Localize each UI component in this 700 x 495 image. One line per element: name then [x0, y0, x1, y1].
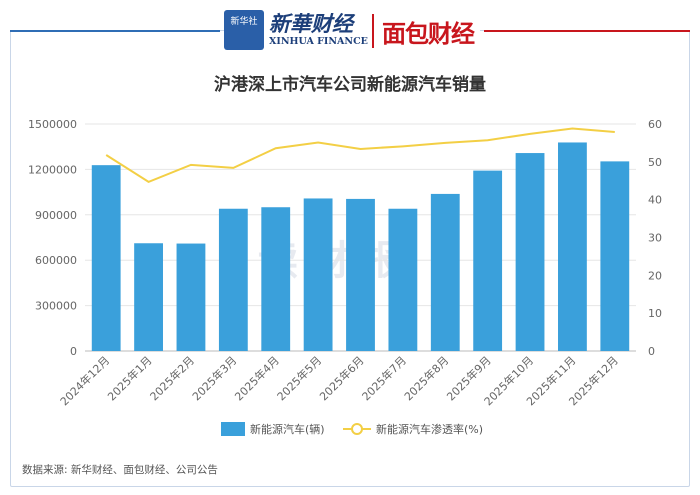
- y-right-tick-label: 40: [648, 194, 662, 207]
- x-tick-label: 2025年2月: [147, 353, 197, 403]
- header-rule-red: [484, 30, 690, 32]
- chart-title: 沪港深上市汽车公司新能源汽车销量: [214, 75, 486, 95]
- y-right-tick-label: 20: [648, 269, 662, 282]
- bar: [303, 198, 333, 351]
- bar: [558, 142, 587, 351]
- legend-bar-swatch: [221, 422, 245, 436]
- x-tick-label: 2025年4月: [232, 353, 282, 403]
- y-right-tick-label: 50: [648, 156, 662, 169]
- x-tick-label: 2025年3月: [189, 353, 239, 403]
- xinhua-news-logo: 新华社: [224, 10, 264, 50]
- bar: [134, 243, 163, 351]
- legend-line-label: 新能源汽车渗透率(%): [376, 422, 483, 436]
- x-tick-label: 2025年1月: [104, 353, 154, 403]
- bar: [388, 208, 418, 351]
- y-right-tick-label: 10: [648, 307, 662, 320]
- x-tick-label: 2025年8月: [401, 353, 451, 403]
- y-right-tick-label: 0: [648, 345, 655, 358]
- bar: [515, 153, 545, 351]
- legend-bar-label: 新能源汽车(辆): [250, 422, 325, 436]
- source-note: 数据来源: 新华财经、面包财经、公司公告: [22, 464, 218, 476]
- logo-separator: [372, 14, 374, 48]
- y-left-tick-label: 1200000: [28, 163, 77, 176]
- y-left-tick-label: 600000: [35, 254, 77, 267]
- y-left-tick-label: 300000: [35, 300, 77, 313]
- x-tick-label: 2025年6月: [316, 353, 366, 403]
- x-tick-label: 2025年5月: [274, 353, 324, 403]
- legend-line-marker: [351, 423, 363, 435]
- bar: [430, 193, 460, 351]
- bar: [600, 161, 630, 351]
- y-left-tick-label: 1500000: [28, 118, 77, 131]
- y-right-tick-label: 60: [648, 118, 662, 131]
- header-rule-blue: [10, 30, 220, 32]
- x-tick-label: 2024年12月: [57, 353, 112, 408]
- bar: [91, 165, 121, 351]
- xinhua-finance-logo-cn: 新華财经: [269, 11, 353, 36]
- penetration-line: [105, 127, 615, 184]
- y-right-tick-label: 30: [648, 232, 662, 245]
- mianbao-finance-logo: 面包财经: [382, 20, 475, 48]
- logo-area: 新华社 新華财经 XINHUA FINANCE 面包财经: [224, 6, 480, 50]
- bar: [473, 170, 503, 351]
- bar: [346, 198, 375, 351]
- y-left-tick-label: 0: [70, 345, 77, 358]
- bar: [261, 207, 291, 351]
- xinhua-finance-logo-en: XINHUA FINANCE: [269, 36, 368, 47]
- bar: [176, 243, 206, 351]
- xinhua-news-logo-text: 新华社: [230, 17, 258, 27]
- y-left-tick-label: 900000: [35, 209, 77, 222]
- x-tick-label: 2025年7月: [359, 353, 409, 403]
- bar: [218, 208, 248, 351]
